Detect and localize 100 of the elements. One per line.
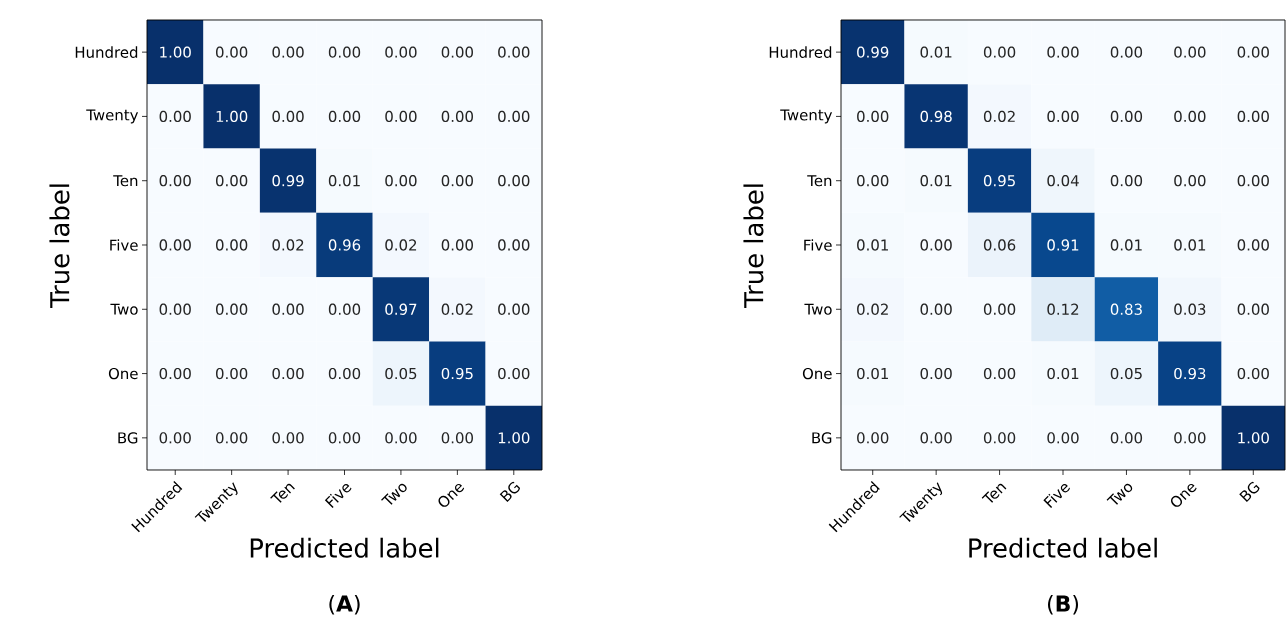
data-label: 0.00 (983, 432, 1016, 444)
data-label: 0.12 (1047, 303, 1079, 315)
data-label: 0.98 (920, 110, 952, 123)
data-label: 0.00 (328, 367, 361, 380)
data-label: 1.00 (160, 46, 191, 58)
data-label: 0.00 (328, 110, 361, 123)
data-label: 0.02 (385, 239, 417, 251)
data-label: 0.01 (920, 175, 952, 187)
data-label: 0.00 (272, 432, 304, 444)
data-label: 0.02 (983, 110, 1015, 123)
data-label: 0.99 (857, 46, 889, 58)
data-label: 1.00 (498, 432, 530, 444)
x-tick-label: Five (324, 484, 352, 508)
data-label: 0.05 (385, 367, 417, 380)
y-tick-label: BG (118, 432, 138, 444)
data-label: 0.02 (441, 303, 473, 315)
data-label: 0.00 (920, 432, 952, 444)
data-label: 0.00 (216, 239, 248, 251)
data-label: 0.00 (272, 303, 304, 315)
data-label: 0.00 (216, 303, 248, 315)
data-label: 0.00 (159, 239, 191, 251)
data-label: 0.00 (216, 175, 248, 187)
data-label: 0.00 (159, 175, 191, 187)
y-tick-label: Ten (807, 175, 832, 187)
data-label: 0.00 (1237, 110, 1269, 123)
data-label: 0.00 (920, 367, 952, 380)
data-label: 0.00 (1174, 46, 1206, 58)
data-label: 0.00 (385, 110, 417, 123)
data-label: 0.00 (1174, 175, 1206, 187)
data-label: 0.00 (159, 110, 191, 123)
data-label: 0.00 (159, 303, 191, 315)
data-label: 1.00 (216, 110, 248, 123)
data-label: 0.00 (1237, 367, 1269, 380)
data-label: 0.00 (498, 46, 530, 58)
data-label: 0.00 (441, 239, 473, 251)
data-label: 0.00 (385, 175, 417, 187)
data-label: 0.06 (983, 239, 1016, 251)
data-label: 0.00 (983, 46, 1016, 58)
data-label: 0.00 (857, 175, 889, 187)
data-label: 0.00 (159, 367, 191, 380)
data-label: 0.83 (1110, 303, 1142, 315)
y-tick-label: Five (110, 239, 138, 251)
data-label: 0.02 (272, 239, 304, 251)
data-label: 1.00 (1238, 432, 1269, 444)
data-label: 0.93 (1174, 367, 1206, 380)
x-tick-label: Five (1043, 484, 1070, 508)
data-label: 0.00 (328, 46, 361, 58)
x-tick-label: Ten (981, 483, 1007, 503)
data-label: 0.00 (498, 175, 530, 187)
x-tick-label: Two (1106, 483, 1133, 505)
data-label: 0.00 (857, 110, 889, 123)
data-label: 0.00 (857, 432, 889, 444)
data-label: 0.00 (1110, 110, 1143, 123)
y-tick-label: Hundred (75, 46, 138, 58)
x-tick-label: Two (381, 483, 407, 505)
data-label: 0.00 (920, 239, 952, 251)
data-label: 0.00 (441, 175, 473, 187)
x-axis-title: Predicted label (969, 537, 1157, 558)
data-label: 0.01 (920, 46, 952, 58)
text: (B) (1048, 594, 1079, 615)
data-label: 0.99 (272, 175, 304, 187)
data-label: 0.00 (498, 239, 530, 251)
data-label: 0.00 (159, 432, 191, 444)
data-label: 0.00 (272, 367, 304, 380)
data-label: 0.95 (441, 367, 473, 380)
data-label: 0.00 (272, 46, 304, 58)
text: (A) (329, 594, 360, 615)
data-label: 0.00 (1174, 110, 1206, 123)
data-label: 0.00 (1237, 239, 1269, 251)
data-label: 0.97 (385, 303, 417, 315)
x-tick-label: BG (1239, 481, 1260, 503)
data-label: 0.01 (1047, 367, 1079, 380)
data-label: 0.02 (857, 303, 888, 315)
y-tick-label: One (108, 367, 138, 380)
y-tick-label: One (802, 367, 832, 380)
data-label: 0.00 (216, 367, 248, 380)
data-label: 0.00 (1110, 432, 1143, 444)
data-label: 0.00 (498, 303, 530, 315)
data-label: 0.01 (857, 239, 888, 251)
data-label: 0.95 (983, 175, 1015, 187)
y-tick-label: Hundred (769, 46, 832, 58)
data-label: 0.00 (441, 432, 473, 444)
x-tick-label: One (1171, 483, 1197, 507)
x-tick-label: One (438, 483, 465, 507)
data-label: 0.00 (328, 432, 361, 444)
y-tick-label: Ten (113, 175, 138, 187)
data-label: 0.00 (1110, 175, 1143, 187)
data-label: 0.00 (1237, 303, 1269, 315)
data-label: 0.01 (1110, 239, 1142, 251)
data-label: 0.91 (1047, 239, 1079, 251)
data-label: 0.00 (441, 110, 473, 123)
data-label: 0.00 (1174, 432, 1206, 444)
data-label: 0.00 (272, 110, 304, 123)
y-tick-label: Twenty (86, 109, 139, 124)
data-label: 0.00 (498, 110, 530, 123)
data-label: 0.01 (1174, 239, 1206, 251)
y-tick-label: Two (804, 303, 832, 315)
y-tick-label: Two (110, 303, 138, 315)
data-label: 0.00 (328, 303, 361, 315)
x-tick-label: BG (499, 481, 521, 503)
